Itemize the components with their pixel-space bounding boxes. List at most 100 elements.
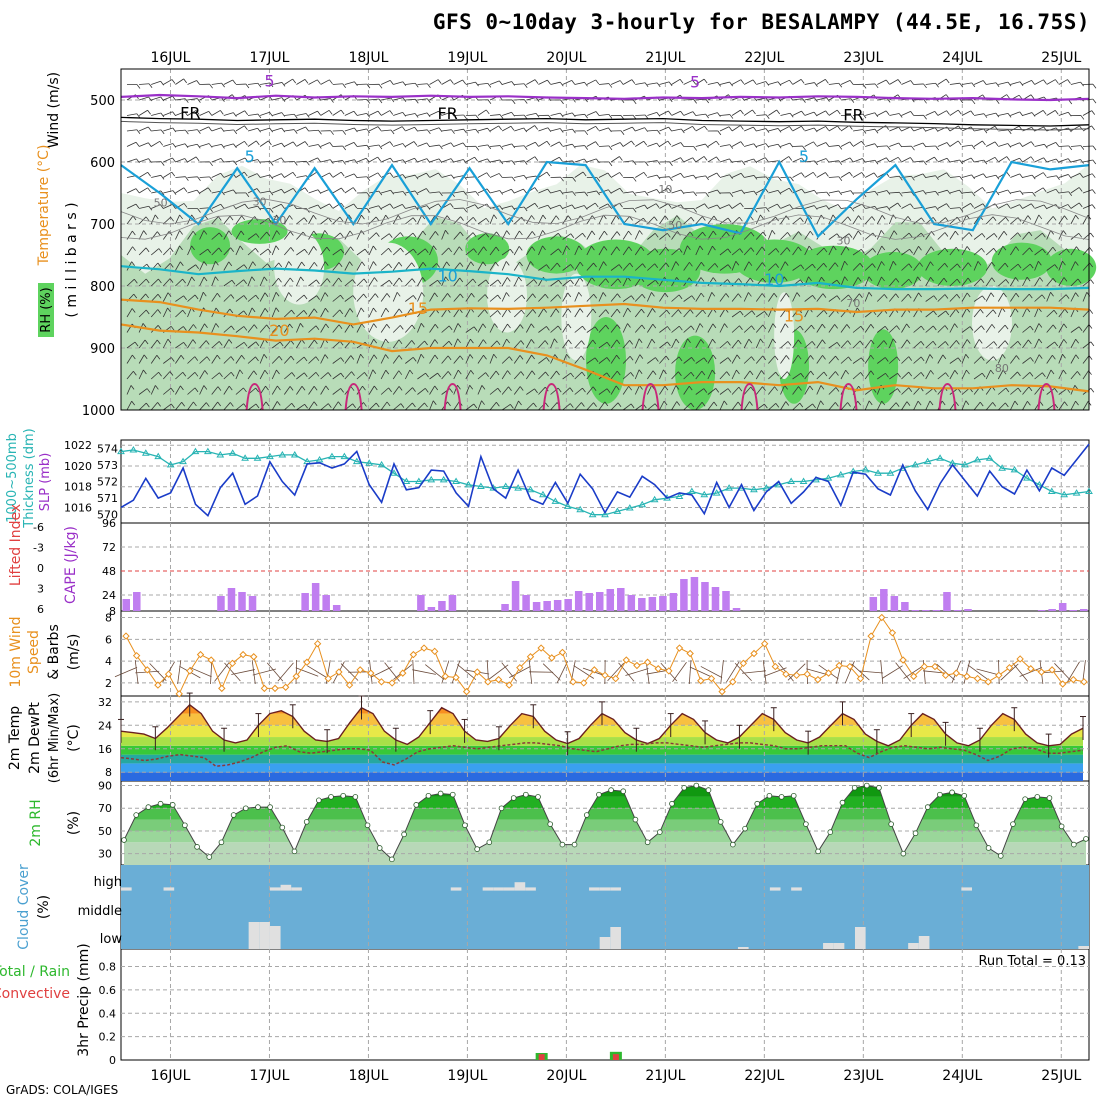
wind-barb [925,340,934,349]
wind-barb [889,261,894,271]
cloud-high-bar [291,887,302,891]
footer-credit: GrADS: COLA/IGES [6,1083,119,1097]
wind-barb [998,279,1007,287]
wind-barb-feather [1052,246,1057,252]
wind10-barb [720,660,724,684]
wind-barb [695,339,702,349]
wind-barb-feather [523,145,528,151]
rh-moist-blob [1046,248,1097,286]
wind-barb [247,261,254,271]
wind-barb [453,293,461,302]
wind-barb-feather [487,158,491,164]
wind-barb-feather [699,245,704,251]
wind-barb-feather [641,324,646,330]
wind-barb [586,339,594,349]
wind-barb-feather [147,126,152,132]
thickness-point [166,460,175,468]
wind-barb [768,216,776,225]
wind-barb-feather [765,143,770,148]
wind-barb [574,245,580,256]
wind-barb-feather [172,143,177,148]
wind-barb [550,308,557,318]
wind-barb [695,357,705,364]
wind-barb [985,216,994,225]
wind-barb-feather [266,231,271,237]
rh-point [157,800,164,807]
wind-barb [925,325,934,333]
wind-barb-feather [596,177,601,182]
wind-barb-feather [448,340,453,346]
wind-speed-point [1037,668,1046,676]
cape-ytick: 8 [109,605,116,618]
wind-barb [780,276,785,287]
wind-barb [671,157,681,163]
wind-barb-feather [144,339,149,345]
wind-barb-feather [844,260,848,266]
wind-barb-feather [196,80,200,85]
wind-barb-feather [704,203,708,209]
wind-barb-feather [790,176,794,182]
wind-barb [840,340,848,349]
wind-barb [429,231,436,240]
wind-barb [743,356,752,364]
wind-barb-feather [868,400,873,406]
wind-barb-feather [1017,263,1022,269]
wind-barb-feather [728,126,733,131]
wind-barb-feather [692,157,697,162]
wind-barb-feather [340,248,345,254]
wind-barb [683,325,692,333]
ua-ylabel-temp: Temperature (°C) [36,145,52,267]
wind-barb [211,127,222,132]
wind-barb-feather [991,324,996,329]
wind-barb [283,386,291,395]
wind-barb-feather [639,230,643,235]
wind-barb-feather [910,111,914,116]
wind-barb [150,339,158,349]
wind-barb [308,339,315,349]
wind-barb [635,217,644,225]
wind-barb-feather [402,191,407,196]
wind-barb [756,81,766,85]
wind-barb-feather [134,341,139,347]
wind-barb [441,129,452,132]
wind-barb [465,81,476,85]
rh-point [413,802,420,808]
wind-barb [949,278,958,287]
cape-bar [532,602,541,611]
wind-barb-feather [377,126,382,131]
wind-speed-point [175,690,183,698]
wind-barb [949,388,959,395]
wind-barb-feather [230,356,235,361]
wind-barb-feather [316,295,320,300]
rh-ytick: 30 [98,848,112,861]
wind-barb-feather [366,176,371,181]
wind-barb-feather [838,190,842,196]
wind-barb [296,339,302,349]
wind-barb-feather [281,142,285,148]
wind-barb [635,127,645,132]
wind-barb [163,403,172,411]
wind-barb [973,372,983,380]
wind-barb-feather [1038,354,1043,359]
wind-barb [840,246,847,256]
wind-barb-feather [475,81,479,87]
wind-barb [743,401,750,411]
wind-barb-feather [243,387,247,393]
wind-barb [768,109,777,116]
wind-barb [634,308,642,318]
wind-barb [647,248,656,256]
wind-barb [417,402,425,411]
wind10-barb [231,669,255,675]
wind-barb [1058,294,1067,302]
wind-barb-feather [946,172,950,177]
wind-barb-feather [365,158,370,163]
wind-barb-feather [567,215,572,220]
wind-barb-feather [809,385,814,391]
wind-barb-feather [366,113,371,118]
wind-barb [586,230,593,240]
wind-barb [683,371,692,380]
wind-barb [876,340,885,349]
wind-barb-feather [737,339,742,345]
wind-barb-feather [652,323,657,329]
wind-barb-feather [205,340,210,345]
